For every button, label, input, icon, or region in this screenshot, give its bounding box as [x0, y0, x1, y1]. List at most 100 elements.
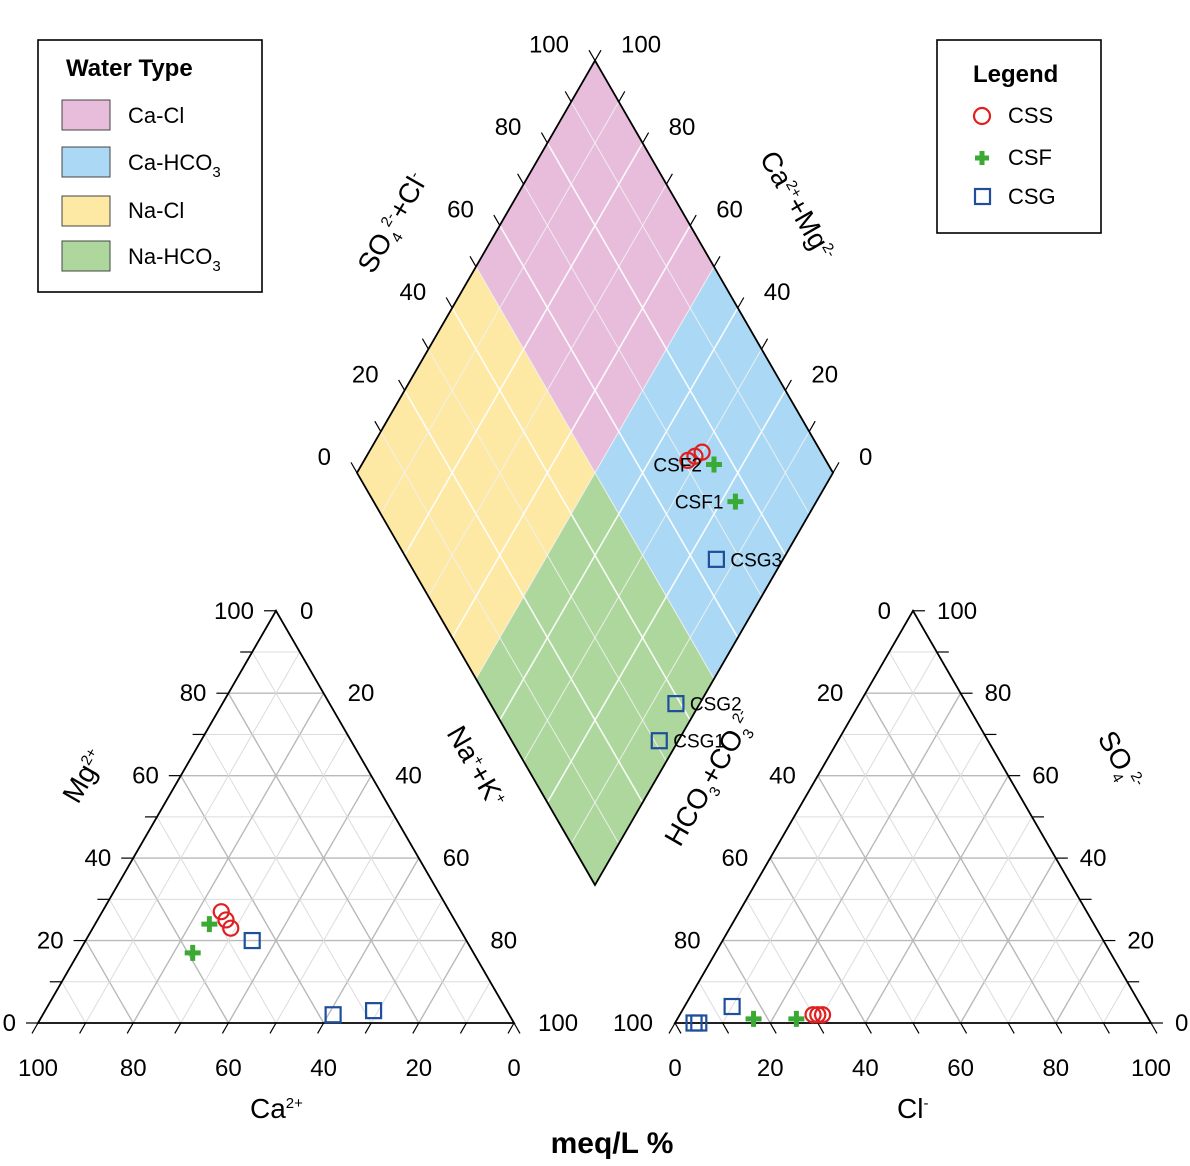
- cation-right-tick-label: 100: [538, 1010, 578, 1037]
- cation-right-tick: [275, 610, 283, 622]
- cation-right-tick: [323, 692, 331, 704]
- water-type-label-ca-hco3: Ca-HCO3: [128, 150, 221, 181]
- anion-bottom-tick-label: 60: [947, 1055, 974, 1082]
- diamond-right-tick-label: 100: [621, 32, 661, 59]
- anion-left-tick-label: 0: [878, 598, 891, 625]
- diamond-left-tick-label: 40: [399, 279, 426, 306]
- anion-bottom-tick: [769, 1022, 777, 1034]
- cation-bottom-tick: [126, 1022, 134, 1034]
- anion-right-tick-label: 40: [1080, 845, 1107, 872]
- cation-bottom-tick-label: 0: [507, 1055, 520, 1082]
- cation-left-tick-label: 80: [180, 680, 207, 707]
- diamond-left-tick: [350, 462, 358, 474]
- diamond-left-tick: [588, 49, 596, 61]
- diamond-left-axis-label: SO42-+Cl-: [351, 167, 437, 280]
- diamond-left-tick: [398, 379, 406, 391]
- anion-bottom-tick: [1150, 1022, 1158, 1034]
- water-type-swatch-ca-hco3: [61, 146, 111, 178]
- point-csf-cation: [201, 916, 218, 933]
- anion-x-axis-label: Cl-: [897, 1093, 928, 1124]
- point-label-csf2: CSF2: [653, 456, 702, 477]
- point-csf-cation: [184, 944, 201, 961]
- grid-line: [698, 981, 724, 1024]
- anion-left-tick: [716, 940, 724, 952]
- anion-bottom-tick: [674, 1022, 682, 1034]
- diamond-left-tick: [564, 91, 572, 103]
- anion-bottom-tick: [960, 1022, 968, 1034]
- cation-bottom-tick-label: 20: [405, 1055, 432, 1082]
- diamond-right-tick: [713, 255, 721, 267]
- anion-bottom-tick-label: 20: [757, 1055, 784, 1082]
- anion-bottom-tick: [1007, 1022, 1015, 1034]
- point-label-csf1: CSF1: [675, 493, 724, 514]
- grid-line: [722, 651, 938, 1024]
- grid-line: [227, 692, 420, 1024]
- cation-left-tick-label: 0: [3, 1010, 16, 1037]
- cation-left-tick-label: 100: [214, 598, 254, 625]
- legend-marker-css: [972, 106, 992, 126]
- cation-right-tick: [346, 734, 354, 746]
- anion-bottom-tick: [1102, 1022, 1110, 1034]
- cation-right-tick: [465, 940, 473, 952]
- cation-right-tick: [418, 857, 426, 869]
- anion-left-tick-label: 80: [674, 928, 701, 955]
- anion-left-tick: [906, 610, 914, 622]
- grid-line: [1102, 981, 1128, 1024]
- cation-left-tick-label: 40: [84, 845, 111, 872]
- cation-right-tick: [394, 816, 402, 828]
- point-csf-anion: [788, 1010, 805, 1027]
- diamond-right-tick: [832, 462, 840, 474]
- cation-bottom-tick: [317, 1022, 325, 1034]
- tick-labels: 100 80 60 40 20 0 0 20 40 60 80 100 100 80 60 40 20 0 0 20 4…: [3, 32, 1189, 1082]
- cation-right-tick: [489, 981, 497, 993]
- anion-bottom-tick: [722, 1022, 730, 1034]
- point-csg-cation: [324, 1006, 342, 1024]
- anion-right-tick-label: 0: [1175, 1010, 1188, 1037]
- cation-bottom-tick-label: 100: [18, 1055, 58, 1082]
- cation-right-tick-label: 20: [348, 680, 375, 707]
- anion-left-tick-label: 60: [721, 845, 748, 872]
- cation-bottom-tick: [507, 1022, 515, 1034]
- diamond-right-tick: [594, 49, 602, 61]
- water-type-legend-title: Water Type: [66, 55, 193, 82]
- cation-left-tick-label: 20: [37, 928, 64, 955]
- anion-left-tick-label: 100: [613, 1010, 653, 1037]
- point-csg-diamond: [707, 550, 725, 568]
- grid-line: [156, 816, 277, 1024]
- grid-line: [108, 899, 182, 1024]
- cation-right-tick-label: 40: [395, 763, 422, 790]
- cation-bottom-tick-label: 40: [310, 1055, 337, 1082]
- anion-bottom-tick-label: 100: [1131, 1055, 1171, 1082]
- grid-line: [275, 816, 396, 1024]
- diamond-right-tick: [618, 91, 626, 103]
- point-csf-diamond: [727, 493, 744, 510]
- cation-bottom-tick-label: 80: [120, 1055, 147, 1082]
- diamond-left-tick-label: 100: [529, 32, 569, 59]
- point-css-anion: [804, 1006, 822, 1024]
- cation-bottom-tick-label: 60: [215, 1055, 242, 1082]
- grid-line: [132, 692, 325, 1024]
- grid-line: [912, 816, 1033, 1024]
- cation-right-tick: [442, 899, 450, 911]
- anion-bottom-tick: [864, 1022, 872, 1034]
- grid-line: [85, 651, 301, 1024]
- anion-right-tick-label: 60: [1032, 763, 1059, 790]
- cation-y-axis-label: Mg2+: [56, 744, 111, 808]
- water-type-swatch-na-cl: [61, 195, 111, 227]
- grid-line: [403, 142, 644, 556]
- grid-line: [251, 651, 467, 1024]
- diamond-left-tick: [421, 338, 429, 350]
- point-csg-diamond: [650, 732, 668, 750]
- anion-right-tick-label: 80: [985, 680, 1012, 707]
- cation-bottom-tick: [79, 1022, 87, 1034]
- anion-bottom-tick-label: 80: [1042, 1055, 1069, 1082]
- diamond-left-tick-label: 60: [447, 196, 474, 223]
- sample-legend: Legend CSS CSF CSG: [936, 39, 1102, 234]
- cation-x-axis-label: Ca2+: [250, 1093, 303, 1124]
- cation-right-tick-label: 0: [300, 598, 313, 625]
- cation-bottom-tick: [31, 1022, 39, 1034]
- cation-left-tick-label: 60: [132, 763, 159, 790]
- legend-label-csg: CSG: [1008, 184, 1056, 209]
- grid-line: [745, 899, 819, 1024]
- cation-z-axis-label: Na++K+: [441, 721, 512, 813]
